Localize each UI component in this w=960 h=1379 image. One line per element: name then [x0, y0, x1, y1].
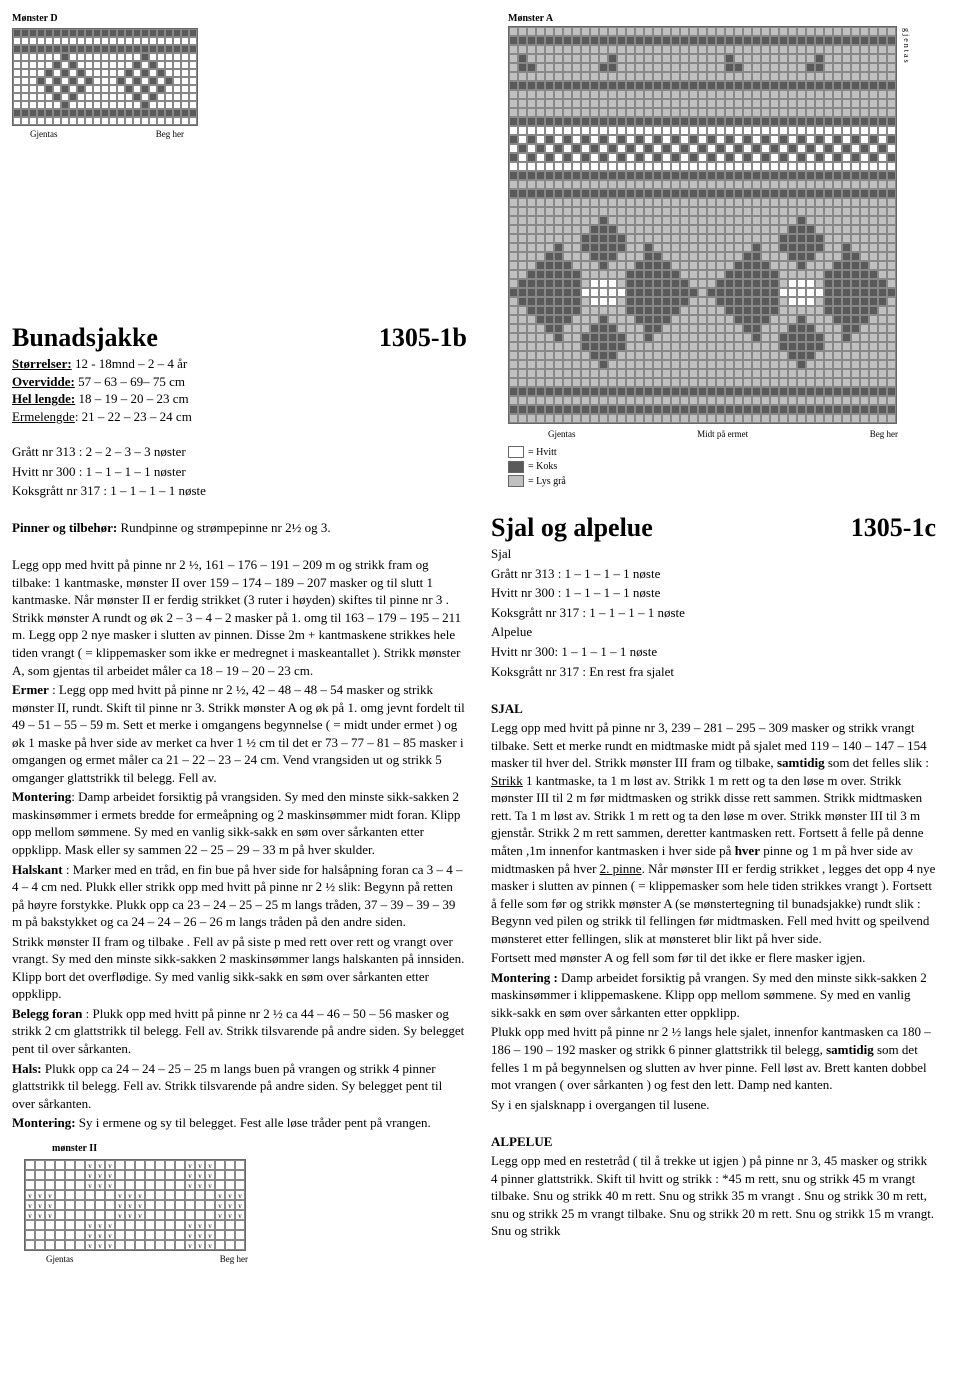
sub1: Sjal — [491, 545, 936, 563]
right-code: 1305-1c — [851, 510, 936, 545]
legend-white-icon — [508, 446, 524, 458]
mont2-b: Montering: — [12, 1115, 76, 1130]
legend-grey-icon — [508, 475, 524, 487]
over-val: 57 – 63 – 69– 75 cm — [75, 374, 185, 389]
left-code: 1305-1b — [379, 320, 467, 355]
hel-label: Hel lengde: — [12, 391, 75, 406]
pattern-ii-chart: vvvvvvvvvvvvvvvvvvvvvvvvvvvvvvvvvvvvvvvv… — [24, 1159, 246, 1251]
legend-grey: = Lys grå — [528, 476, 566, 487]
right-title: Sjal og alpelue — [491, 513, 653, 542]
ry1: Grått nr 313 : 1 – 1 – 1 – 1 nøste — [491, 565, 936, 583]
body1: Legg opp med hvitt på pinne nr 2 ½, 161 … — [12, 556, 467, 679]
pattern-d-chart — [12, 28, 198, 126]
pattern-ii-label: mønster II — [52, 1142, 467, 1156]
m2-cap-right: Beg her — [220, 1253, 248, 1265]
alpe-h: ALPELUE — [491, 1134, 552, 1149]
right-column: Sjal og alpelue 1305-1c Sjal Grått nr 31… — [491, 510, 936, 1265]
hals2-t: Plukk opp ca 24 – 24 – 25 – 25 m langs b… — [12, 1061, 442, 1111]
pinner-b: Pinner og tilbehør: — [12, 520, 117, 535]
hel-val: 18 – 19 – 20 – 23 cm — [75, 391, 188, 406]
pattern-a-label: Mønster A — [508, 12, 948, 26]
alpe: Legg opp med en restetråd ( til å trekke… — [491, 1152, 936, 1240]
pattern-d-block: Mønster D Gjentas Beg her — [12, 12, 212, 140]
over-label: Overvidde: — [12, 374, 75, 389]
ermer-b: Ermer — [12, 682, 49, 697]
left-column: Bunadsjakke 1305-1b Størrelser: 12 - 18m… — [12, 510, 467, 1265]
sjal-body6: Fortsett med mønster A og fell som før t… — [491, 949, 936, 967]
legend-koks-icon — [508, 461, 524, 473]
pattern-a-cap-left: Gjentas — [548, 428, 576, 440]
erme-val: : 21 – 22 – 23 – 24 cm — [75, 409, 192, 424]
pattern-a-cap-mid: Midt på ermet — [697, 428, 748, 440]
yarn2: Hvitt nr 300 : 1 – 1 – 1 – 1 nøster — [12, 463, 467, 481]
belegg-b: Belegg foran — [12, 1006, 82, 1021]
size-label: Størrelser: — [12, 356, 72, 371]
legend: = Hvitt = Koks = Lys grå — [508, 446, 948, 489]
ry5: Koksgrått nr 317 : En rest fra sjalet — [491, 663, 936, 681]
pinner-t: Rundpinne og strømpepinne nr 2½ og 3. — [117, 520, 330, 535]
ry3: Koksgrått nr 317 : 1 – 1 – 1 – 1 nøste — [491, 604, 936, 622]
legend-koks: = Koks — [528, 461, 557, 472]
mont-b: Montering — [12, 789, 71, 804]
pattern-d-cap-left: Gjentas — [30, 128, 58, 140]
left-title: Bunadsjakke — [12, 323, 158, 352]
pattern-d-label: Mønster D — [12, 12, 212, 26]
legend-white: = Hvitt — [528, 447, 557, 458]
ry2: Hvitt nr 300 : 1 – 1 – 1 – 1 nøste — [491, 584, 936, 602]
mont2-t: Sy i ermene og sy til belegget. Fest all… — [76, 1115, 431, 1130]
hals-b: Halskant — [12, 862, 63, 877]
rmont-b: Montering : — [491, 970, 558, 985]
size-val: 12 - 18mnd – 2 – 4 år — [72, 356, 188, 371]
pattern-a-cap-right: Beg her — [870, 428, 898, 440]
pattern-d-cap-right: Beg her — [156, 128, 184, 140]
mont-t: : Damp arbeidet forsiktig på vrangsiden.… — [12, 789, 460, 857]
sy: Sy i en sjalsknapp i overgangen til luse… — [491, 1096, 936, 1114]
yarn1: Grått nr 313 : 2 – 2 – 3 – 3 nøster — [12, 443, 467, 461]
ry4: Hvitt nr 300: 1 – 1 – 1 – 1 nøste — [491, 643, 936, 661]
sub2: Alpelue — [491, 623, 936, 641]
sjal-h: SJAL — [491, 701, 523, 716]
pattern-a-chart — [508, 26, 897, 424]
yarn3: Koksgrått nr 317 : 1 – 1 – 1 – 1 nøste — [12, 482, 467, 500]
body2: Strikk mønster II fram og tilbake . Fell… — [12, 933, 467, 1003]
hals2-b: Hals: — [12, 1061, 42, 1076]
main-columns: Bunadsjakke 1305-1b Størrelser: 12 - 18m… — [12, 510, 948, 1265]
hals-t: : Marker med en tråd, en fin bue på hver… — [12, 862, 463, 930]
pattern-a-block: Mønster A gjentas Gjentas Midt på ermet … — [508, 12, 948, 498]
sjal-para: Legg opp med hvitt på pinne nr 3, 239 – … — [491, 719, 936, 947]
m2-cap-left: Gjentas — [46, 1253, 74, 1265]
erme-label: Ermelengde — [12, 409, 75, 424]
ermer-t: : Legg opp med hvitt på pinne nr 2 ½, 42… — [12, 682, 465, 785]
plukk-para: Plukk opp med hvitt på pinne nr 2 ½ lang… — [491, 1023, 936, 1093]
pattern-a-side: gjentas — [900, 28, 911, 65]
